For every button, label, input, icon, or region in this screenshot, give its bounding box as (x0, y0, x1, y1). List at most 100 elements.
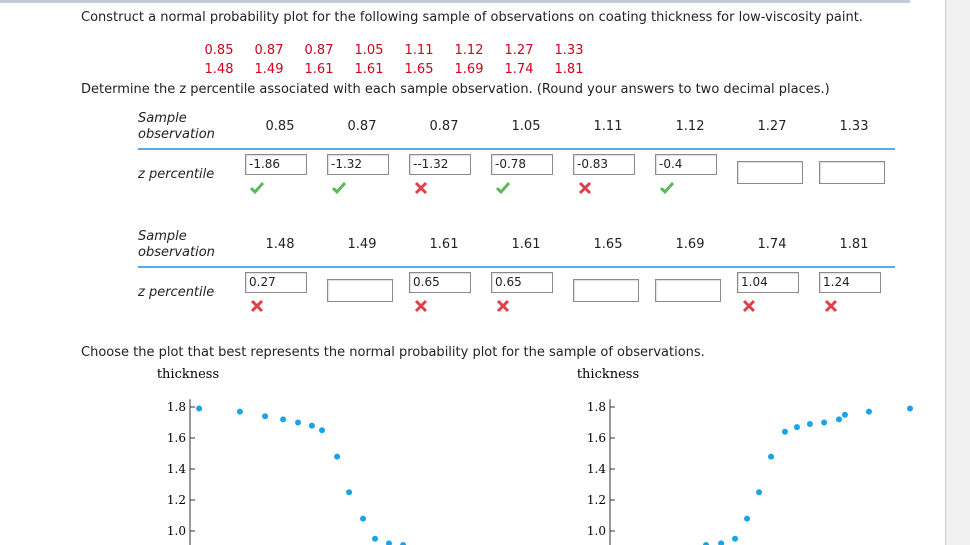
y-tick-label: 1.8 (587, 400, 606, 414)
question: Construct a normal probability plot for … (81, 10, 863, 25)
scrollbar[interactable] (945, 0, 970, 545)
z-input[interactable] (737, 161, 803, 184)
data-point (262, 413, 269, 420)
check-icon (660, 182, 674, 195)
y-tick-label: 1.0 (587, 524, 606, 538)
data-point (865, 408, 872, 415)
observation: 1.61 (354, 62, 384, 77)
z-input[interactable]: -0.4 (655, 154, 717, 175)
z-input[interactable]: --1.32 (409, 154, 471, 175)
data-point (821, 419, 828, 426)
check-mark (496, 182, 510, 195)
data-point (236, 408, 243, 415)
z-input[interactable]: -1.86 (245, 154, 307, 175)
z-input[interactable] (819, 161, 885, 184)
y-axis-title: thickness (577, 367, 639, 382)
data-point (793, 424, 800, 431)
sample-value: 1.33 (839, 119, 869, 134)
z-input[interactable]: 1.04 (737, 272, 799, 293)
data-point (732, 535, 739, 542)
data-point (295, 419, 301, 426)
cross-mark (578, 181, 592, 195)
data-point (360, 515, 367, 522)
instruction: Determine the z percentile associated wi… (81, 82, 830, 97)
sample-value: 1.12 (675, 119, 705, 134)
data-point (768, 453, 775, 460)
observation: 1.74 (504, 62, 534, 77)
check-icon (496, 182, 510, 195)
z-label: z percentile (138, 167, 215, 182)
row-divider (138, 148, 895, 150)
sample-value: 0.87 (347, 119, 377, 134)
observation: 1.49 (254, 62, 284, 77)
data-point (703, 541, 709, 545)
sample-label: Sample observation (138, 229, 215, 260)
data-point (907, 405, 913, 412)
cross-icon (414, 299, 428, 313)
y-tick-label: 1.0 (167, 524, 186, 538)
observation: 1.81 (554, 62, 584, 77)
cross-icon (824, 299, 838, 313)
sample-value: 1.05 (511, 119, 541, 134)
data-point (400, 541, 407, 545)
z-input[interactable]: -0.83 (573, 154, 635, 175)
observation: 1.05 (354, 43, 384, 58)
top-border (0, 0, 910, 3)
cross-mark (824, 299, 838, 313)
cross-icon (414, 181, 428, 195)
check-mark (660, 182, 674, 195)
z-input[interactable]: -0.78 (491, 154, 553, 175)
cross-icon (742, 299, 756, 313)
z-input[interactable] (655, 279, 721, 302)
data-point (334, 453, 341, 460)
data-point (372, 535, 379, 542)
cross-mark (496, 299, 510, 313)
observation: 1.69 (454, 62, 484, 77)
sample-value: 1.81 (839, 237, 869, 252)
data-point (319, 427, 325, 434)
observation: 0.87 (304, 43, 334, 58)
choose-text: Choose the plot that best represents the… (81, 345, 705, 360)
data-point (806, 421, 813, 428)
sample-value: 1.69 (675, 237, 705, 252)
sample-value: 1.65 (593, 237, 623, 252)
cross-mark (250, 299, 264, 313)
cross-mark (414, 299, 428, 313)
y-tick-label: 1.4 (167, 462, 186, 476)
observation: 1.48 (204, 62, 234, 77)
z-input[interactable]: 0.27 (245, 272, 307, 293)
check-icon (250, 182, 264, 195)
y-tick-label: 1.6 (587, 431, 606, 445)
y-tick-label: 1.8 (167, 400, 186, 414)
z-input[interactable]: 0.65 (491, 272, 553, 293)
cross-icon (250, 299, 264, 313)
sample-value: 0.87 (429, 119, 459, 134)
z-label: z percentile (138, 285, 215, 300)
y-axis-title: thickness (157, 367, 219, 382)
observation: 1.27 (504, 43, 534, 58)
sample-value: 0.85 (265, 119, 295, 134)
y-tick-label: 1.2 (587, 493, 606, 507)
check-mark (332, 182, 346, 195)
sample-value: 1.11 (593, 119, 623, 134)
z-input[interactable]: 1.24 (819, 272, 881, 293)
data-point (280, 416, 287, 423)
sample-value: 1.61 (429, 237, 459, 252)
z-input[interactable]: 0.65 (409, 272, 471, 293)
cross-mark (742, 299, 756, 313)
z-input[interactable] (327, 279, 393, 302)
data-point (346, 489, 353, 496)
observation: 1.11 (404, 43, 434, 58)
observation: 1.61 (304, 62, 334, 77)
data-point (756, 489, 763, 496)
z-input[interactable]: -1.32 (327, 154, 389, 175)
sample-value: 1.27 (757, 119, 787, 134)
data-point (835, 416, 842, 423)
check-mark (250, 182, 264, 195)
data-point (308, 422, 315, 429)
plot-choices: thickness 1.8 1.6 1.4 1.2 1.0 thickness 1.8 1.6 1… (157, 367, 913, 545)
observation: 1.65 (404, 62, 434, 77)
z-input[interactable] (573, 279, 639, 302)
check-icon (332, 182, 346, 195)
cross-icon (578, 181, 592, 195)
